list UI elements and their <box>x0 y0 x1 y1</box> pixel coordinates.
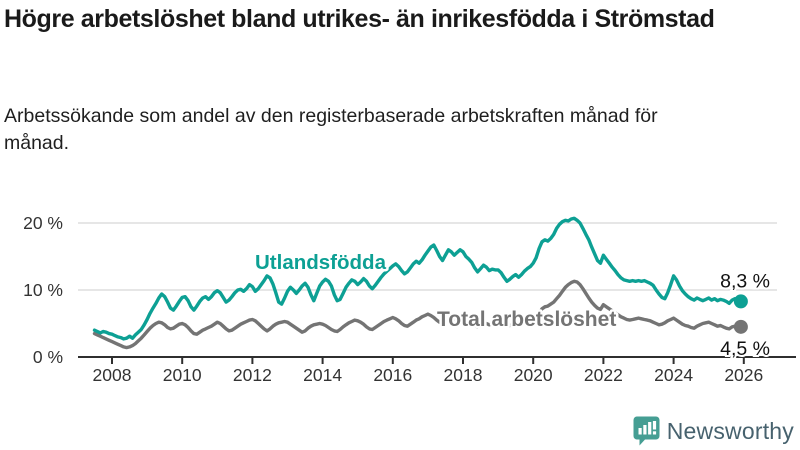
series-label-total: Total arbetslöshet <box>437 308 616 331</box>
series-end-dot-total <box>733 319 748 334</box>
bar-medium <box>643 425 647 435</box>
x-axis-tick-label: 2022 <box>584 365 623 385</box>
chart-subtitle: Arbetssökande som andel av den registerb… <box>4 105 658 154</box>
y-axis-tick-label: 10 % <box>23 280 63 300</box>
exclamation-dot <box>652 431 656 435</box>
bar-small <box>638 428 642 435</box>
x-axis-tick-label: 2024 <box>654 365 693 385</box>
bar-large <box>647 422 652 435</box>
x-axis-tick-label: 2010 <box>163 365 202 385</box>
y-axis-tick-label: 0 % <box>33 347 63 367</box>
exclamation-stem <box>652 421 656 430</box>
series-end-dot-utlandsfodda <box>733 294 748 309</box>
x-axis-tick-label: 2008 <box>93 365 132 385</box>
newsworthy-logo[interactable]: Newsworthy <box>633 416 794 446</box>
newsworthy-wordmark: Newsworthy <box>666 417 794 444</box>
series-end-value-utlandsfodda: 8,3 % <box>720 270 770 292</box>
x-axis-tick-label: 2020 <box>514 365 553 385</box>
page-title: Högre arbetslöshet bland utrikes- än inr… <box>4 5 715 33</box>
y-axis-tick-label: 20 % <box>23 213 63 233</box>
series-label-utlandsfodda: Utlandsfödda <box>255 251 387 274</box>
x-axis-tick-label: 2026 <box>724 365 763 385</box>
x-axis-tick-label: 2018 <box>444 365 483 385</box>
series-line-utlandsfodda <box>92 216 743 341</box>
x-axis-tick-label: 2016 <box>373 365 412 385</box>
x-axis-tick-label: 2012 <box>233 365 272 385</box>
x-axis-tick-label: 2014 <box>303 365 342 385</box>
series-end-value-total: 4,5 % <box>720 338 770 360</box>
newsworthy-logo-icon <box>633 416 660 446</box>
series-line-total <box>92 279 743 350</box>
